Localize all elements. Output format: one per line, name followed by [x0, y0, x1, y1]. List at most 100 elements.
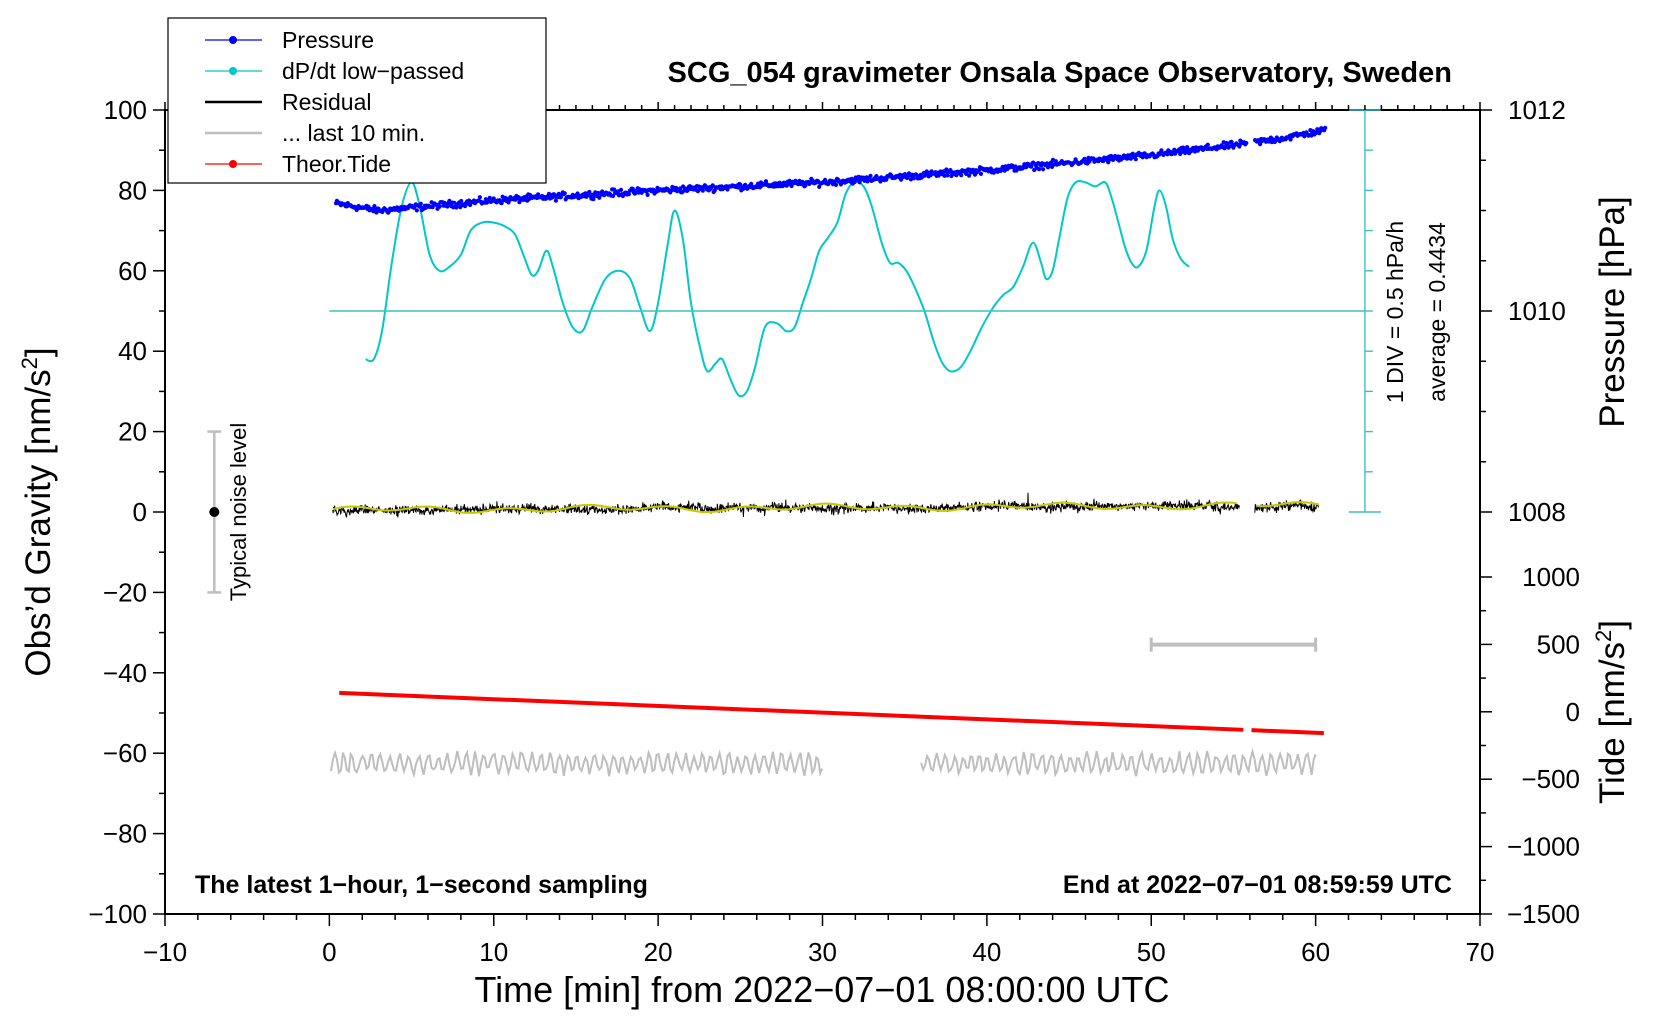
- pressure-point: [645, 192, 650, 197]
- dpdt-series: [365, 180, 1190, 398]
- pressure-point: [700, 188, 705, 193]
- pressure-point: [1106, 160, 1111, 165]
- pressure-point: [978, 171, 984, 176]
- tide-series: [339, 690, 1324, 736]
- pressure-point: [618, 187, 624, 192]
- pressure-tick-label: 1010: [1508, 296, 1566, 326]
- pressure-point: [1181, 145, 1186, 150]
- y-tick-label: 40: [118, 336, 147, 366]
- pressure-point: [1140, 155, 1145, 160]
- legend-box: [167, 17, 547, 184]
- x-tick-label: 40: [972, 937, 1001, 967]
- pressure-point: [884, 177, 889, 182]
- residual-line: [332, 492, 1240, 518]
- y-tick-label: −40: [103, 658, 147, 688]
- pressure-point: [414, 208, 419, 213]
- pressure-point: [553, 198, 559, 203]
- y-axis-label-left-sup: 2: [17, 357, 42, 369]
- x-tick-label: 10: [479, 937, 508, 967]
- pressure-point: [1237, 144, 1242, 149]
- pressure-point: [833, 182, 839, 187]
- pressure-tick-label: 1008: [1508, 497, 1566, 527]
- pressure-point: [1185, 145, 1190, 150]
- pressure-tick-label: 1012: [1508, 95, 1566, 125]
- pressure-point: [868, 173, 873, 178]
- pressure-point: [1037, 167, 1042, 172]
- pressure-point: [597, 195, 602, 200]
- pressure-point: [817, 184, 822, 189]
- pressure-point: [1244, 140, 1249, 146]
- legend-swatch-marker: [229, 36, 237, 44]
- y-axis-label-tide: Tide [nm/s2]: [1591, 620, 1632, 804]
- tide-axis-ticks: 1000 500 0 −500 −1000 −1500: [1480, 562, 1580, 929]
- legend-label: dP/dt low−passed: [282, 58, 464, 84]
- residual-smoothed-line: [332, 501, 1237, 514]
- noise-level-label: Typical noise level: [226, 423, 251, 602]
- x-tick-label: 20: [644, 937, 673, 967]
- x-axis-ticks: −10 0 10 20 30 40 50 60 70: [143, 102, 1494, 967]
- y-tick-label: 100: [104, 95, 147, 125]
- pressure-point: [967, 173, 972, 178]
- y-tick-label: −100: [88, 899, 147, 929]
- scale-bar-label-average: average = 0.4434: [1424, 222, 1450, 402]
- pressure-point: [803, 183, 808, 188]
- pressure-point: [712, 188, 717, 193]
- y-axis-label-tide-close: ]: [1593, 620, 1632, 630]
- pressure-point: [1288, 137, 1293, 142]
- y-axis-label-tide-sup: 2: [1591, 630, 1616, 642]
- tide-tick-label: 1000: [1522, 562, 1580, 592]
- pressure-axis-ticks: 1012 1010 1008: [1480, 95, 1566, 527]
- legend: Pressure dP/dt low−passed Residual ... last…: [167, 17, 547, 184]
- annotation-sampling: The latest 1−hour, 1−second sampling: [195, 871, 648, 899]
- scale-bar-label-div: 1 DIV = 0.5 hPa/h: [1382, 221, 1408, 403]
- pressure-point: [1133, 157, 1138, 162]
- y-tick-label: 0: [133, 497, 147, 527]
- y-axis-label-left: Obs’d Gravity [nm/s2]: [17, 347, 58, 676]
- tide-line: [339, 690, 1244, 732]
- legend-label: Residual: [282, 89, 372, 115]
- pressure-point: [1227, 144, 1232, 149]
- pressure-point: [630, 186, 635, 191]
- x-tick-label: 0: [322, 937, 336, 967]
- noise-bar-center: [209, 507, 220, 517]
- residual-series: [332, 492, 1320, 518]
- legend-label: Pressure: [282, 27, 374, 53]
- pressure-point: [911, 176, 917, 181]
- pressure-point: [1205, 142, 1210, 147]
- legend-entries: Pressure dP/dt low−passed Residual ... last…: [205, 27, 464, 177]
- y-tick-label: −80: [103, 819, 147, 849]
- chart-decorations: [207, 109, 1381, 652]
- pressure-point: [959, 173, 964, 178]
- x-axis-label: Time [min] from 2022−07−01 08:00:00 UTC: [474, 969, 1169, 1010]
- x-tick-label: 50: [1137, 937, 1166, 967]
- tide-tick-label: −1500: [1507, 899, 1580, 929]
- y-axis-label-pressure: Pressure [hPa]: [1593, 196, 1632, 428]
- y-tick-label: 60: [118, 256, 147, 286]
- pressure-point: [591, 197, 596, 202]
- legend-label: ... last 10 min.: [282, 120, 425, 146]
- x-tick-label: −10: [143, 937, 187, 967]
- tide-tick-label: 0: [1566, 697, 1580, 727]
- pressure-series: [333, 125, 1328, 215]
- pressure-point: [418, 201, 423, 206]
- tide-line: [1251, 728, 1324, 736]
- pressure-point: [1323, 125, 1328, 130]
- residual-line: [1254, 499, 1319, 514]
- x-tick-label: 60: [1301, 937, 1330, 967]
- legend-swatch-marker: [229, 67, 237, 75]
- tide-tick-label: 500: [1537, 629, 1580, 659]
- pressure-point: [1041, 167, 1046, 172]
- legend-label: Theor.Tide: [282, 151, 391, 177]
- pressure-point: [789, 183, 794, 189]
- pressure-point: [437, 204, 442, 209]
- pressure-point: [477, 195, 482, 200]
- pressure-point: [1130, 151, 1135, 156]
- pressure-point: [738, 182, 743, 187]
- y-axis-label-left-close: ]: [19, 347, 58, 357]
- legend-swatch-marker: [229, 160, 237, 168]
- x-tick-label: 30: [808, 937, 837, 967]
- y-tick-label: −20: [103, 577, 147, 607]
- dpdt-curve: [365, 180, 1190, 398]
- y-axis-ticks: 100 80 60 40 20 0 −20 −40 −60 −80 −100: [88, 95, 165, 929]
